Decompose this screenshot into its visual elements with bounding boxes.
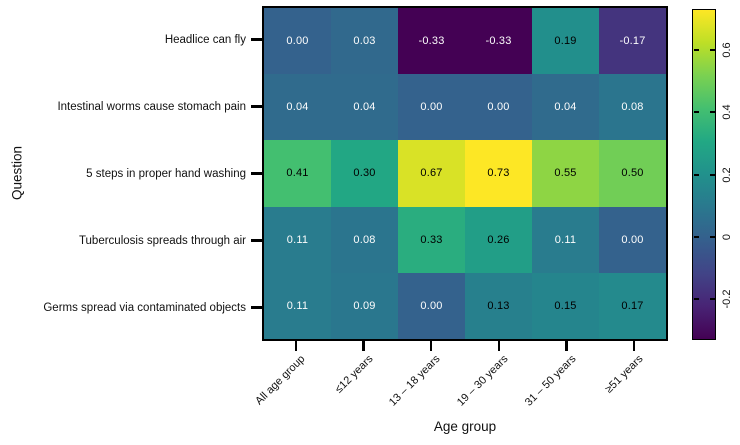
y-tick-label: Intestinal worms cause stomach pain	[57, 100, 246, 113]
colorbar-tick-label: 0.4	[721, 104, 733, 120]
tick-mark	[429, 341, 433, 351]
heatmap-cell: 0.08	[331, 206, 398, 273]
heatmap-cell: 0.00	[398, 272, 465, 339]
heatmap-cell: 0.00	[465, 74, 532, 141]
heatmap-cell: 0.30	[331, 140, 398, 207]
heatmap-cell: 0.73	[465, 140, 532, 207]
colorbar-tick-label: 0.2	[721, 166, 733, 183]
colorbar-tick-mark	[693, 173, 699, 176]
tick-mark	[565, 341, 568, 351]
tick-mark	[632, 341, 636, 351]
heatmap-cell: 0.04	[264, 74, 331, 141]
heatmap-cell: 0.04	[331, 74, 398, 141]
colorbar-tick-mark	[709, 298, 715, 301]
heatmap-cell: 0.55	[532, 140, 599, 207]
heatmap-cell: 0.11	[264, 206, 331, 273]
x-axis-title: Age group	[433, 419, 497, 434]
y-tick-label: Germs spread via contaminated objects	[43, 301, 246, 314]
heatmap-cell: -0.33	[398, 8, 465, 75]
heatmap-cell: 0.08	[599, 74, 666, 141]
heatmap-cell: 0.67	[398, 140, 465, 207]
heatmap-cell: 0.15	[532, 272, 599, 339]
colorbar-tick-mark	[693, 111, 699, 114]
tick-mark	[251, 105, 262, 108]
tick-mark	[294, 341, 298, 351]
heatmap-cell: 0.04	[532, 74, 599, 141]
colorbar-tick-label: -0.2	[721, 289, 733, 309]
heatmap-cell: 0.17	[599, 272, 666, 339]
heatmap-cell: 0.00	[599, 206, 666, 273]
tick-mark	[251, 38, 262, 41]
heatmap-cell: 0.26	[465, 206, 532, 273]
heatmap-cell: 0.11	[264, 272, 331, 339]
y-tick-label: Headlice can fly	[164, 33, 246, 46]
tick-mark	[251, 172, 262, 175]
colorbar-tick-mark	[709, 173, 715, 176]
colorbar-tick-mark	[693, 298, 699, 301]
tick-mark	[251, 239, 262, 242]
heatmap-cell: 0.09	[331, 272, 398, 339]
heatmap-cell: 0.33	[398, 206, 465, 273]
colorbar-tick-label: 0.6	[721, 41, 733, 58]
tick-mark	[362, 341, 365, 351]
heatmap-cell: 0.19	[532, 8, 599, 75]
colorbar-tick-mark	[709, 111, 715, 114]
heatmap-cell: 0.03	[331, 8, 398, 75]
colorbar-tick-mark	[709, 48, 715, 51]
heatmap-cell: 0.50	[599, 140, 666, 207]
y-tick-label: Tuberculosis spreads through air	[78, 234, 246, 247]
y-tick-label: 5 steps in proper hand washing	[86, 167, 246, 180]
tick-mark	[251, 306, 262, 309]
heatmap-cell: 0.41	[264, 140, 331, 207]
heatmap-cell: 0.00	[398, 74, 465, 141]
heatmap-plot-area: 0.00 0.03 -0.33 -0.33 0.19 -0.17 0.04 0.04 0.00 0…	[262, 6, 668, 341]
colorbar-tick-mark	[693, 235, 699, 238]
heatmap-cell: -0.33	[465, 8, 532, 75]
colorbar-tick-mark	[693, 48, 699, 51]
heatmap-grid: 0.00 0.03 -0.33 -0.33 0.19 -0.17 0.04 0.04 0.00 0…	[264, 8, 666, 339]
heatmap-cell: 0.11	[532, 206, 599, 273]
heatmap-cell: 0.13	[465, 272, 532, 339]
colorbar-tick-label: 0	[721, 233, 733, 240]
heatmap-cell: 0.00	[264, 8, 331, 75]
tick-mark	[497, 341, 501, 351]
heatmap-cell: -0.17	[599, 8, 666, 75]
colorbar-tick-mark	[709, 235, 715, 238]
